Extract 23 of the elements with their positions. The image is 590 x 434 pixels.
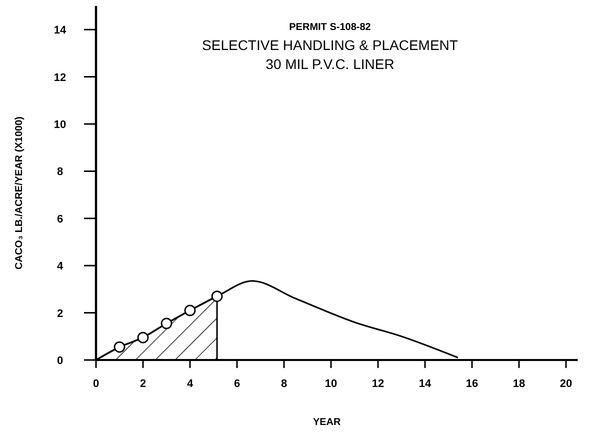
x-tick-label: 2 [140,378,146,390]
x-tick-label: 16 [466,378,478,390]
y-tick-label: 2 [56,308,64,320]
x-axis-title: YEAR [312,417,342,428]
x-tick-label: 6 [234,378,240,390]
y-tick-label: 8 [56,166,64,178]
y-tick-label: 0 [56,355,64,367]
x-tick-label: 8 [280,378,288,390]
x-tick-label: 0 [92,378,100,390]
y-tick-label: 12 [54,72,66,84]
y-tick-label: 4 [56,260,64,273]
x-tick-label: 10 [324,378,338,390]
y-tick-label: 10 [54,119,66,131]
x-tick-label: 20 [560,378,572,390]
x-tick-label: 12 [372,378,384,390]
text: SELECTIVE HANDLING & PLACEMENT 30 MIL P.V.C. LINER [202,37,458,72]
x-tick-label: 18 [512,378,526,390]
y-tick-label: 14 [54,24,67,37]
y-axis-title: CACO₃ LB./ACRE/YEAR (X1000) [14,116,25,270]
y-tick-label: 6 [56,213,64,226]
x-tick-label: 14 [418,378,432,390]
text: PERMIT S-108-82 [289,22,372,33]
x-tick-label: 4 [186,378,194,390]
